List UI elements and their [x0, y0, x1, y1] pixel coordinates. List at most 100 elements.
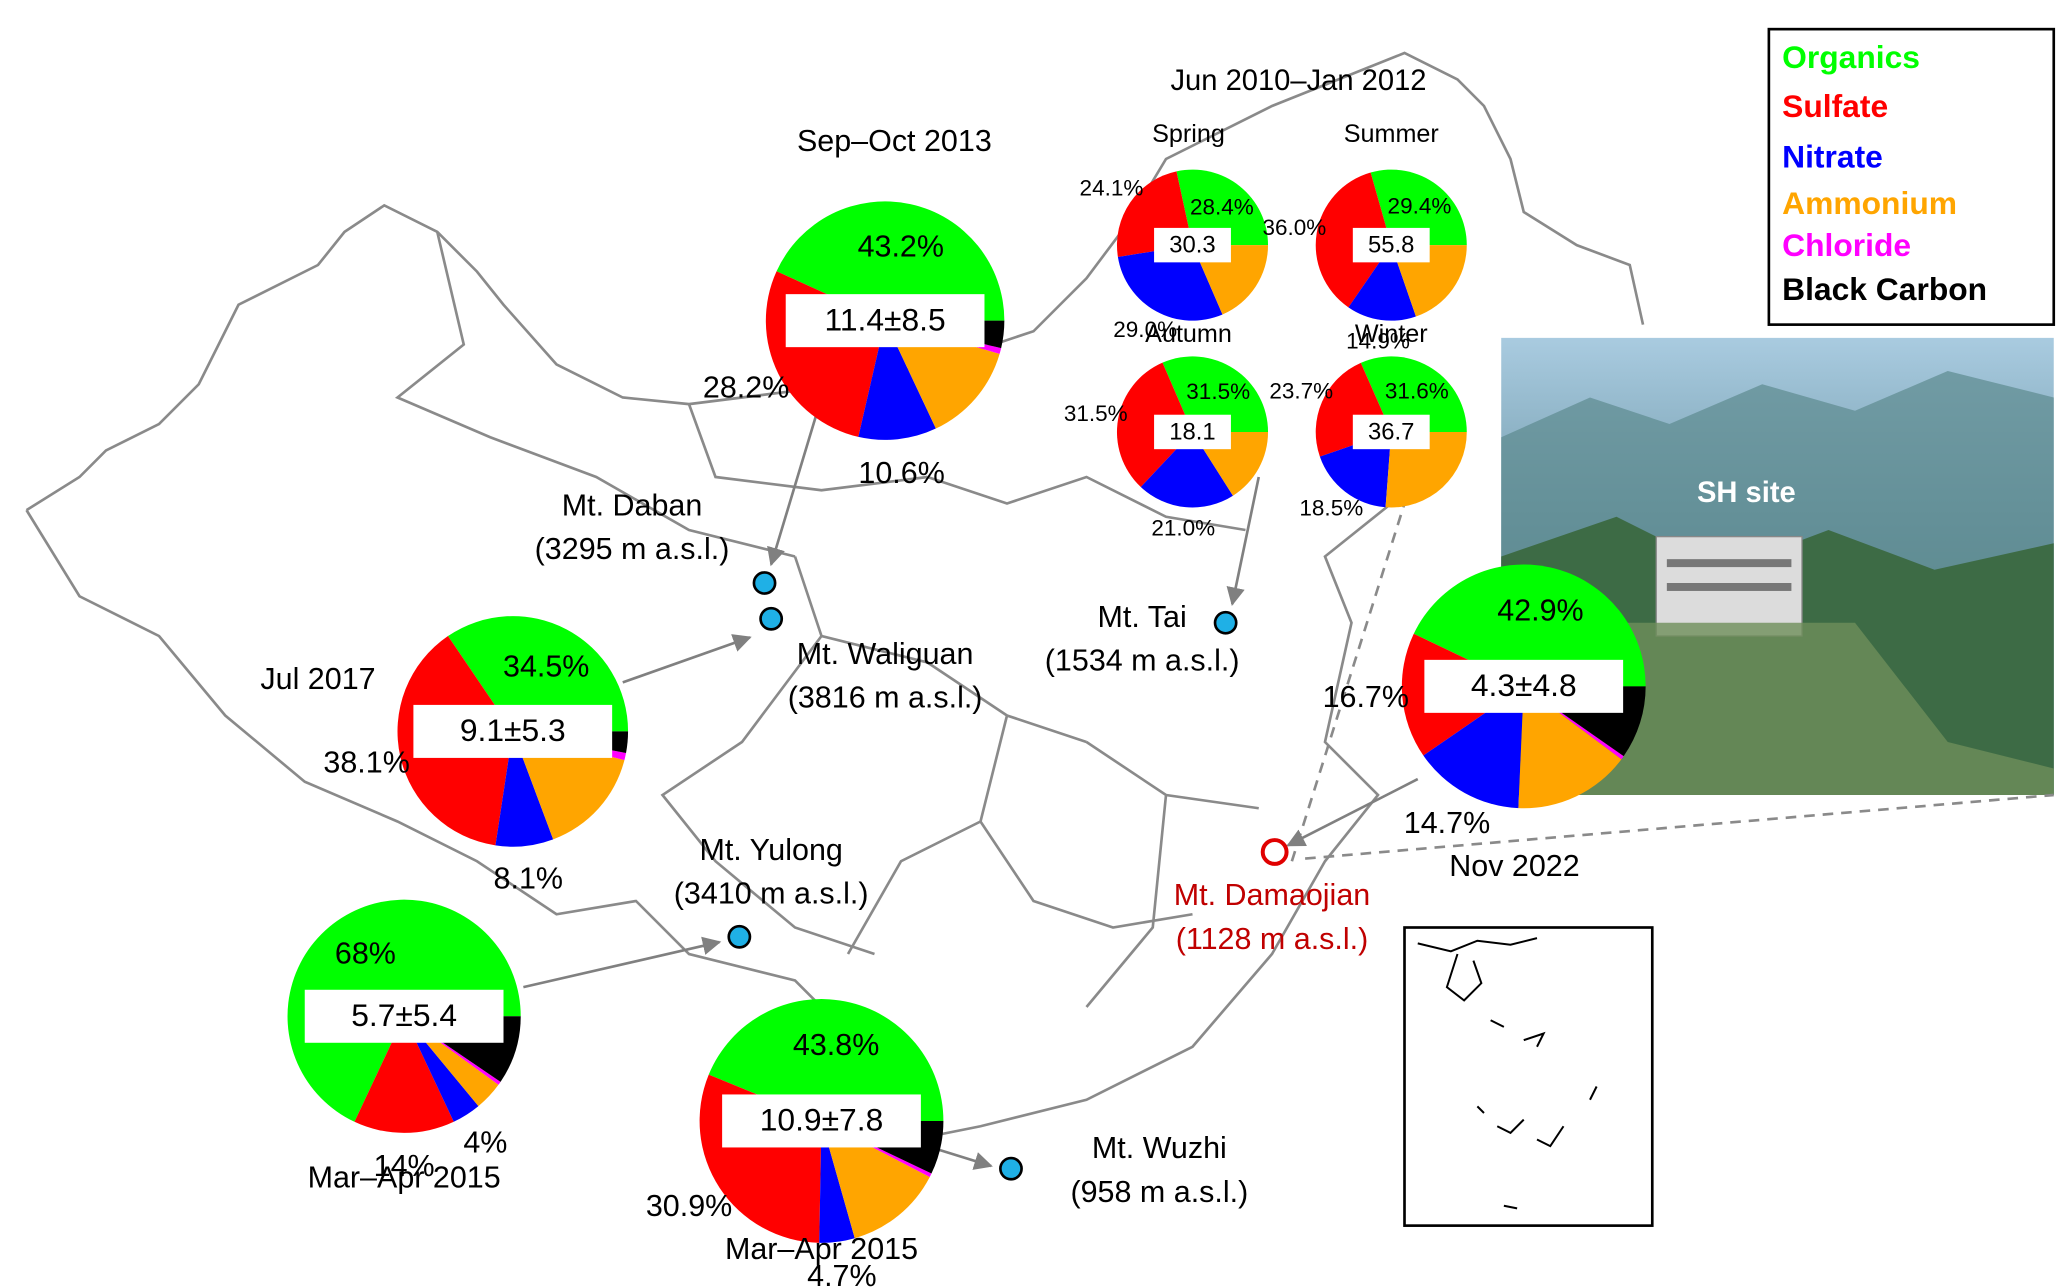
pie-slice: [885, 320, 1000, 429]
value-label: 21.0%: [1151, 516, 1215, 541]
pie-slice: [512, 731, 625, 840]
pie-title: Summer: [1344, 120, 1439, 148]
pie-title: Spring: [1152, 120, 1225, 148]
pie-slice: [1117, 245, 1223, 321]
arrow: [622, 634, 752, 684]
pie-slice: [495, 731, 554, 847]
pie-slice: [1140, 431, 1233, 508]
legend-label: Sulfate: [1782, 88, 1888, 124]
pie-slice: [1348, 245, 1416, 321]
center-label: 55.8: [1368, 232, 1414, 259]
value-label: 28.2%: [703, 370, 789, 404]
center-box: [304, 989, 504, 1043]
legend-label: Ammonium: [1782, 185, 1957, 221]
site-name: Mt. Daban: [562, 489, 703, 523]
value-label: 36.0%: [1262, 215, 1326, 240]
center-label: 36.7: [1368, 419, 1414, 446]
site-name: Mt. Wuzhi: [1092, 1131, 1227, 1165]
value-label: 16.7%: [1323, 680, 1409, 714]
center-label: 4.3±4.8: [1471, 667, 1577, 703]
arrow: [1286, 777, 1419, 847]
pie-title: Autumn: [1145, 320, 1232, 348]
value-label: 28.4%: [1190, 195, 1254, 220]
photo-label: SH site: [1697, 477, 1796, 509]
center-label: 5.7±5.4: [351, 997, 457, 1033]
legend-label: Black Carbon: [1782, 271, 1987, 307]
value-label: 31.5%: [1064, 401, 1128, 426]
pie-title: Sep–Oct 2013: [797, 124, 992, 158]
center-label: 18.1: [1169, 419, 1215, 446]
center-label: 30.3: [1169, 232, 1215, 259]
pie-title: Mar–Apr 2015: [308, 1160, 501, 1194]
center-box: [785, 294, 985, 348]
value-label: 43.2%: [858, 229, 944, 263]
site-marker: [752, 571, 777, 595]
value-label: 29.4%: [1388, 194, 1452, 219]
pie-slice: [447, 616, 629, 732]
legend: Organics Sulfate Nitrate Ammonium Chloride Bl…: [1767, 27, 2056, 326]
value-label: 29.0%: [1113, 317, 1177, 342]
value-label: 30.9%: [646, 1189, 732, 1223]
scene: SH site Jun 2010–Jan 2012 Organics Sulfat…: [25, 27, 2056, 1288]
center-label: 9.1±5.3: [460, 712, 566, 748]
site-marker: [727, 924, 752, 949]
site-name: Mt. Waliguan: [797, 637, 974, 671]
value-label: 43.8%: [793, 1028, 879, 1062]
center-label: 11.4±8.5: [825, 301, 946, 337]
value-label: 14.9%: [1346, 328, 1410, 353]
pie-slice: [1192, 245, 1269, 315]
inset-map: [1403, 926, 1654, 1227]
value-label: 31.6%: [1385, 379, 1449, 404]
site-elevation: (1128 m a.s.l.): [1176, 922, 1368, 956]
arrow: [1226, 476, 1261, 607]
pie-slice: [1176, 169, 1269, 246]
value-label: 8.1%: [494, 861, 563, 895]
value-label: 4.7%: [807, 1259, 876, 1288]
value-label: 42.9%: [1497, 594, 1583, 628]
center-box: [1154, 414, 1231, 450]
center-label: 10.9±7.8: [760, 1102, 884, 1138]
photo: SH site: [1501, 337, 2054, 795]
center-box: [1424, 659, 1624, 713]
value-label: 10.6%: [858, 456, 944, 490]
value-label: 38.1%: [323, 746, 409, 780]
pie-slice: [708, 999, 944, 1121]
site-marker: [759, 606, 784, 631]
value-label: 18.5%: [1299, 496, 1363, 521]
pie-slice: [819, 1120, 855, 1243]
pie-slice: [1370, 169, 1467, 246]
value-label: 68%: [335, 936, 396, 970]
pie-slice: [1385, 431, 1467, 508]
site-elevation: (3410 m a.s.l.): [674, 877, 869, 911]
pie-slice: [858, 320, 936, 440]
center-box: [722, 1094, 921, 1148]
center-box: [1154, 227, 1231, 263]
pie-slice: [1319, 431, 1392, 508]
site-name: Mt. Damaojian: [1174, 878, 1370, 912]
pie-slice: [1360, 356, 1467, 432]
site-elevation: (3816 m a.s.l.): [788, 681, 983, 715]
value-label: 14.7%: [1404, 806, 1490, 840]
site-name: Mt. Yulong: [699, 833, 842, 867]
site-elevation: (1534 m a.s.l.): [1045, 644, 1240, 678]
pie-slice: [1413, 564, 1646, 687]
value-label: 14%: [374, 1149, 435, 1183]
center-box: [1352, 414, 1430, 450]
arrow: [767, 397, 823, 567]
legend-label: Organics: [1782, 39, 1920, 75]
pie-title: Winter: [1355, 320, 1428, 348]
site-marker: [1213, 610, 1238, 635]
legend-label: Chloride: [1782, 227, 1911, 263]
group-title: Jun 2010–Jan 2012: [1170, 65, 1426, 97]
value-label: 31.5%: [1186, 379, 1250, 404]
site-elevation: (3295 m a.s.l.): [535, 532, 730, 566]
value-label: 4%: [463, 1125, 507, 1159]
value-label: 24.1%: [1080, 176, 1144, 201]
pie-slice: [821, 1120, 930, 1239]
value-label: 23.7%: [1269, 379, 1333, 404]
pie-slice: [1518, 686, 1622, 809]
center-box: [413, 704, 613, 758]
center-box: [1352, 227, 1430, 263]
legend-label: Nitrate: [1782, 138, 1883, 174]
pie-slice: [1162, 356, 1269, 432]
